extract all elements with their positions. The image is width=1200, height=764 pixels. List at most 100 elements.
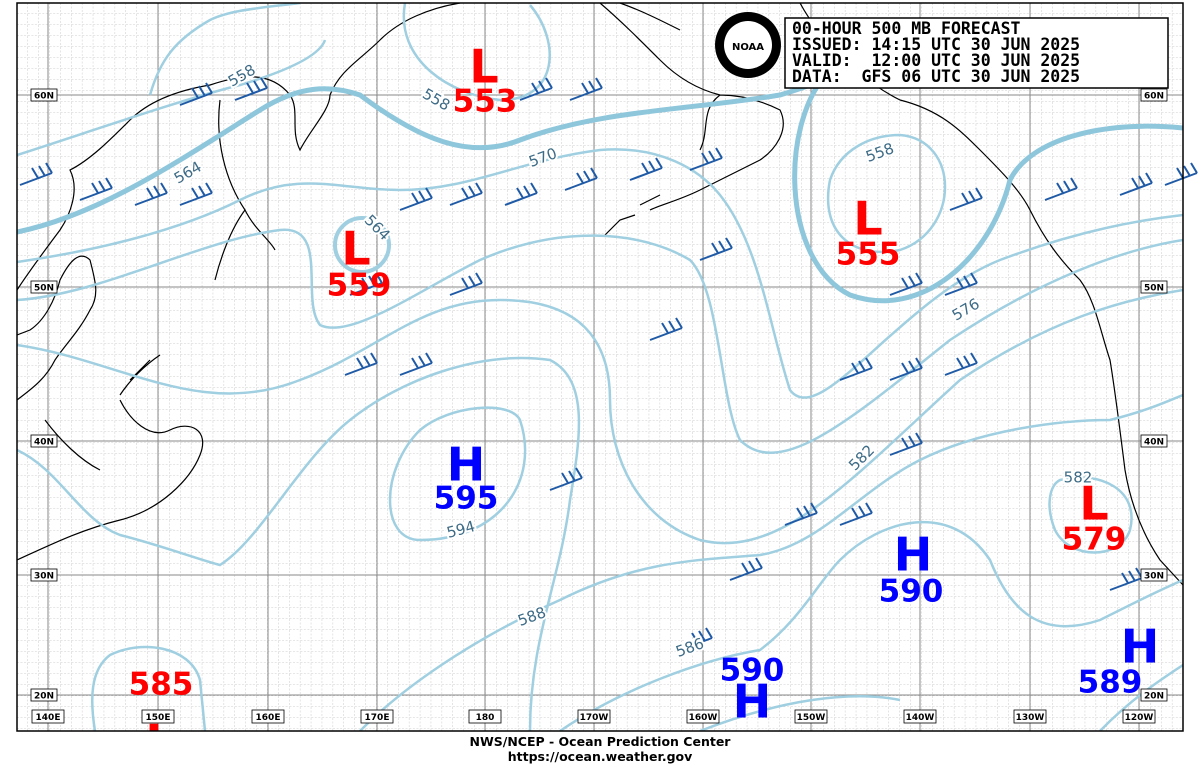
lon-label: 150E <box>146 713 171 723</box>
wind-barb <box>449 182 483 206</box>
contour <box>359 393 1183 731</box>
asia-coast <box>17 3 461 291</box>
lat-label-box <box>1140 568 1168 582</box>
lat-label: 60N <box>34 92 54 102</box>
lon-label: 160W <box>689 713 718 723</box>
contour <box>91 645 207 731</box>
header-line: ISSUED: 14:15 UTC 30 JUN 2025 <box>792 35 1080 54</box>
contour <box>559 520 1183 731</box>
contour-thick <box>792 68 1183 304</box>
wind-barb <box>949 187 983 211</box>
lat-label-box <box>1140 434 1168 448</box>
lat-label-box <box>30 688 58 702</box>
wind-barb <box>1109 567 1143 591</box>
minor-grid <box>17 3 1183 731</box>
lon-label: 170W <box>580 713 609 723</box>
lat-label-box <box>30 434 58 448</box>
contour <box>17 228 1183 454</box>
islands <box>604 194 661 236</box>
wind-barb <box>1119 172 1153 196</box>
lat-label-box <box>1140 280 1168 294</box>
center-letter: H <box>1121 620 1160 674</box>
lat-label: 50N <box>1144 284 1164 294</box>
center-value: 595 <box>434 481 499 517</box>
labels: 60N 60N 50N 50N 40N 40N 30N 30N 20N 20N 140E 150E 16… <box>30 40 1168 764</box>
contour <box>826 133 947 254</box>
wind-barb <box>839 502 873 526</box>
kamchatka <box>214 99 276 281</box>
center-letter: H <box>447 438 486 492</box>
wind-barb <box>344 352 378 376</box>
wind-barb <box>399 352 433 376</box>
wind-barb <box>179 182 213 206</box>
lon-label-box <box>468 709 502 724</box>
contour <box>17 288 1183 545</box>
wind-barb <box>944 352 978 376</box>
center-letter: H <box>894 528 933 582</box>
coastlines <box>17 3 1183 586</box>
center-letter: L <box>1079 477 1108 531</box>
wind-barb <box>349 272 383 296</box>
wind-barb <box>679 627 713 651</box>
wind-barb <box>944 272 978 296</box>
contour <box>17 39 327 157</box>
wind-barb <box>649 317 683 341</box>
wind-barb <box>564 167 598 191</box>
logo-text: NOAA <box>732 42 764 53</box>
lat-label: 30N <box>34 572 54 582</box>
center-letter: L <box>469 40 498 94</box>
contour <box>148 3 301 96</box>
center-value: 559 <box>327 268 392 304</box>
header-line: VALID: 12:00 UTC 30 JUN 2025 <box>792 51 1080 70</box>
lon-label-box <box>31 709 65 724</box>
lon-label-box <box>577 709 611 724</box>
wind-barb <box>449 272 483 296</box>
wind-barb <box>519 77 553 101</box>
center-value: 589 <box>1078 665 1143 701</box>
lat-label: 20N <box>34 692 54 702</box>
wind-barbs <box>19 77 1198 651</box>
wind-barb <box>399 187 433 211</box>
lon-label: 140W <box>906 713 935 723</box>
contour <box>388 406 527 542</box>
lat-label-box <box>1140 688 1168 702</box>
header-box <box>784 17 1169 89</box>
lon-label-box <box>251 709 285 724</box>
lat-label: 40N <box>1144 438 1164 448</box>
lon-label: 140E <box>36 713 61 723</box>
contour <box>17 148 1183 399</box>
alaska <box>599 3 784 211</box>
lon-label-box <box>1013 709 1047 724</box>
lon-label: 120W <box>1125 713 1154 723</box>
wind-barb <box>784 502 818 526</box>
lat-label: 60N <box>1144 92 1164 102</box>
asia-south <box>17 399 204 561</box>
center-value: 585 <box>129 667 194 703</box>
na-coast <box>799 3 1183 586</box>
lon-label-box <box>903 709 937 724</box>
header-line: DATA: GFS 06 UTC 30 JUN 2025 <box>792 67 1080 86</box>
lon-label-box <box>794 709 828 724</box>
lat-label: 40N <box>34 438 54 448</box>
center-letter: H <box>733 675 772 729</box>
lat-label-box <box>1140 88 1168 102</box>
footer-line: NWS/NCEP - Ocean Prediction Center <box>470 734 732 749</box>
lat-label: 20N <box>1144 692 1164 702</box>
frame <box>16 2 1184 732</box>
lat-label: 30N <box>1144 572 1164 582</box>
lat-label: 50N <box>34 284 54 294</box>
contour <box>402 3 551 102</box>
lon-label-box <box>360 709 394 724</box>
wind-barb <box>569 77 603 101</box>
lon-label: 130W <box>1016 713 1045 723</box>
wind-barb <box>889 357 923 381</box>
center-letter: L <box>853 192 882 246</box>
contours <box>17 3 1183 731</box>
wind-barb <box>134 182 168 206</box>
lon-label-box <box>686 709 720 724</box>
footer-line: https://ocean.weather.gov <box>508 749 693 764</box>
wind-barb <box>629 157 663 181</box>
center-letter: L <box>145 715 174 764</box>
contour-label: 582 <box>1064 469 1093 487</box>
